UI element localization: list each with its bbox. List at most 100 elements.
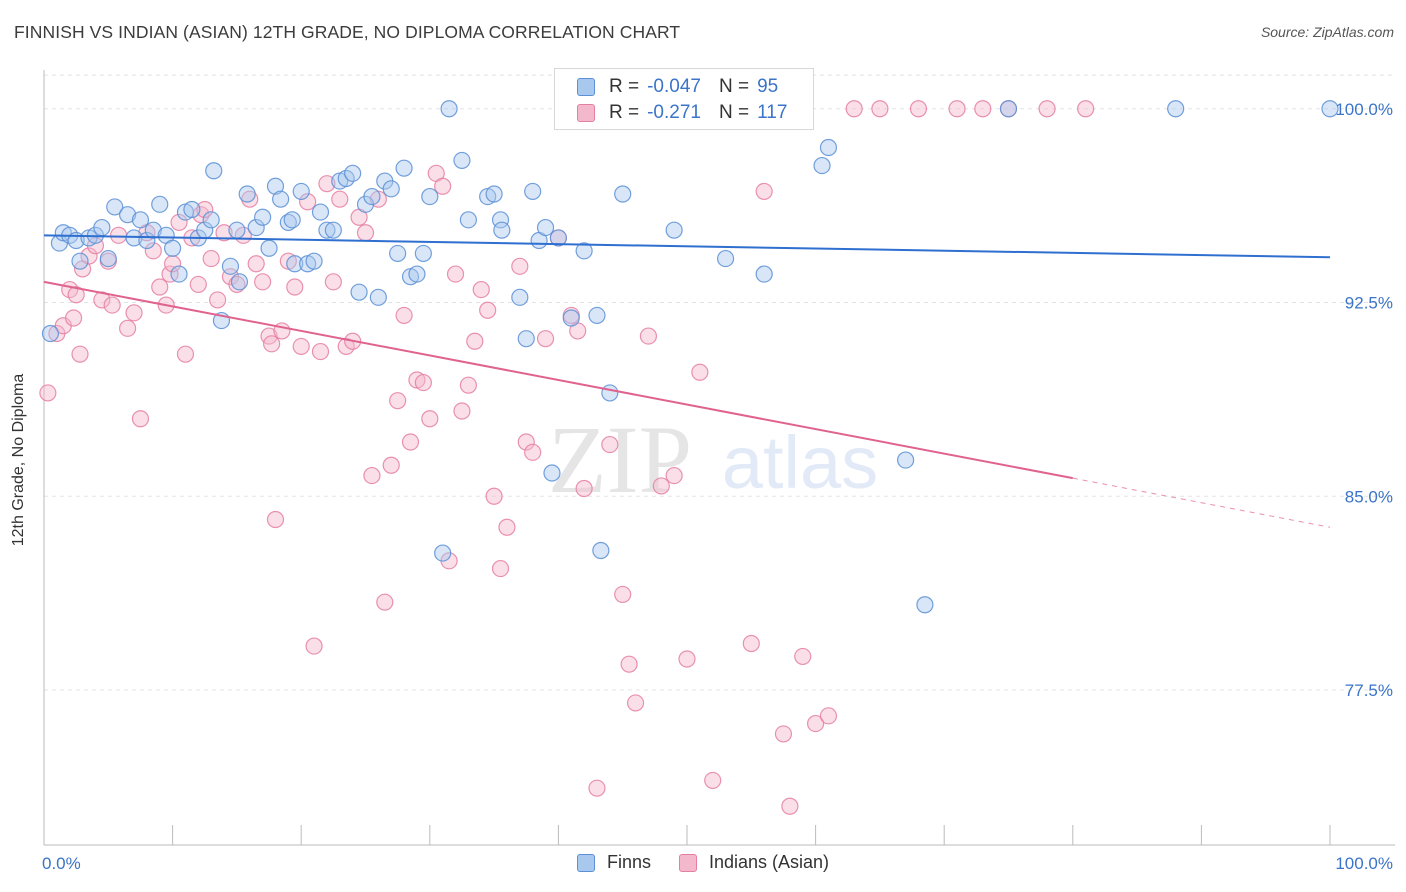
- finns-point: [408, 265, 426, 283]
- trend-lines: [43, 234, 1331, 528]
- finns-point: [369, 288, 387, 306]
- indians-point: [1077, 100, 1095, 118]
- finns-point: [395, 159, 413, 177]
- indians-point: [819, 707, 838, 725]
- finns-point: [716, 249, 735, 268]
- indians-point: [517, 433, 535, 451]
- source-label: Source: ZipAtlas.com: [1260, 24, 1394, 40]
- finns-point: [916, 596, 934, 614]
- indians-point: [305, 637, 323, 655]
- indians-point: [485, 487, 503, 505]
- finns-point: [493, 221, 511, 239]
- finns-point: [440, 100, 458, 118]
- watermark-atlas: atlas: [722, 421, 878, 504]
- indians-point: [292, 337, 310, 356]
- indians-point: [209, 291, 227, 309]
- indians-point: [299, 193, 317, 211]
- chart-title: FINNISH VS INDIAN (ASIAN) 12TH GRADE, NO…: [14, 22, 681, 42]
- finns-point: [292, 182, 310, 201]
- indians-point: [588, 779, 606, 797]
- indians-point: [453, 402, 471, 420]
- finns-point: [99, 249, 117, 268]
- finns-point: [311, 203, 330, 221]
- finns-point: [205, 162, 223, 180]
- x-tick-label-max: 100.0%: [1335, 854, 1393, 873]
- indians-point: [665, 466, 683, 485]
- legend-r-label: R =: [609, 76, 640, 97]
- finns-point: [118, 206, 137, 224]
- finns-point: [414, 244, 432, 263]
- finns-point: [318, 221, 336, 239]
- indians-point: [639, 327, 658, 345]
- finns-point: [106, 198, 124, 216]
- indians-point: [614, 585, 632, 604]
- indians-point: [331, 190, 349, 208]
- finns-point: [151, 195, 169, 213]
- legend-n-value-finns: 95: [757, 76, 779, 97]
- indians-point: [704, 771, 722, 790]
- finns-point: [221, 257, 240, 275]
- indians-point: [170, 213, 188, 232]
- indians-point: [286, 278, 304, 296]
- finns-point: [999, 100, 1018, 118]
- indians-point: [806, 714, 825, 733]
- finns-point: [283, 211, 301, 229]
- indians-point: [794, 647, 812, 666]
- indians-point: [318, 175, 336, 193]
- finns-point: [260, 239, 278, 257]
- finns-point: [344, 164, 362, 182]
- indians-point: [524, 443, 542, 461]
- finns-point: [238, 185, 256, 203]
- indians-point: [161, 265, 179, 283]
- finns-point: [434, 544, 452, 562]
- finns-point: [363, 187, 381, 206]
- finns-point: [549, 229, 568, 247]
- indians-point: [382, 456, 400, 474]
- indians-point: [691, 363, 709, 381]
- indians-point: [67, 286, 85, 304]
- legend-r-value-indians: -0.271: [647, 102, 701, 123]
- indians-point: [498, 518, 516, 536]
- indians-point: [678, 650, 696, 668]
- finns-point: [517, 330, 535, 348]
- indians-point: [109, 226, 128, 244]
- finns-point: [382, 180, 400, 198]
- indians-point: [414, 373, 432, 392]
- finns-point: [202, 211, 220, 229]
- finns-swatch: [577, 78, 595, 96]
- indians-point: [446, 265, 465, 283]
- indians-point: [363, 466, 381, 485]
- finns-point: [350, 283, 368, 301]
- finns-point: [131, 211, 150, 229]
- finns-point: [421, 187, 439, 206]
- finns-point: [170, 265, 188, 283]
- finns-trend-line: [43, 234, 1331, 259]
- indians-point: [459, 376, 477, 394]
- indians-point: [389, 392, 407, 410]
- indians-point: [974, 100, 992, 118]
- finns-point: [665, 221, 683, 239]
- finns-point: [453, 151, 471, 170]
- indians-point: [266, 510, 285, 529]
- indians-point: [118, 319, 137, 337]
- indians-point: [511, 257, 529, 275]
- finns-point: [601, 384, 619, 402]
- finns-point: [324, 221, 342, 239]
- y-tick-label: 100.0%: [1335, 100, 1393, 119]
- indians-point: [491, 559, 510, 578]
- legend-r-value-finns: -0.047: [647, 76, 701, 97]
- indians-point: [202, 249, 220, 268]
- indians-point: [189, 275, 207, 294]
- indians-point: [472, 280, 490, 299]
- indians-point: [125, 304, 143, 322]
- finns-point: [1321, 100, 1339, 118]
- indians-point: [871, 100, 889, 118]
- indians-point: [434, 177, 452, 195]
- indians-point: [909, 100, 928, 118]
- indians-point: [311, 342, 330, 361]
- finns-point: [93, 218, 111, 237]
- finns-point: [588, 306, 606, 325]
- finns-point: [897, 451, 915, 469]
- indians-point: [215, 224, 233, 242]
